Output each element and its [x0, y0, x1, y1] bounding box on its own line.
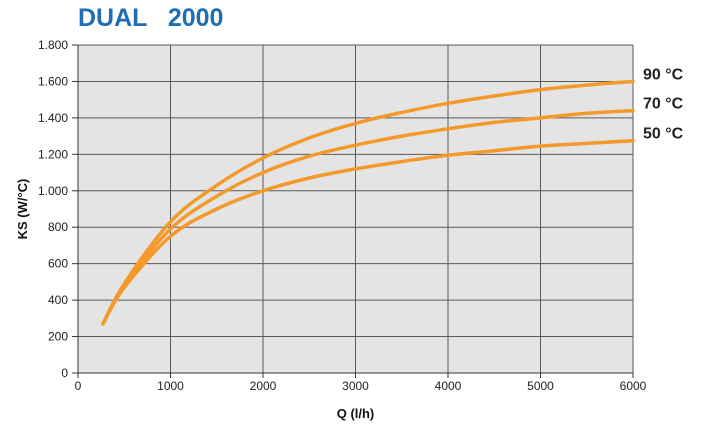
series-line-2	[101, 138, 635, 326]
chart-title: DUAL 2000	[78, 4, 224, 32]
y-tick-label: 1.200	[38, 147, 68, 161]
series-label-1: 70 °C	[643, 96, 684, 113]
x-tick-label: 6000	[620, 379, 647, 393]
y-tick-label: 600	[48, 257, 68, 271]
x-tick-label: 0	[75, 379, 82, 393]
x-tick-label: 2000	[250, 379, 277, 393]
y-tick-label: 800	[48, 220, 68, 234]
y-tick-label: 1.000	[38, 184, 68, 198]
y-tick-label: 1.800	[38, 38, 68, 52]
y-tick-label: 200	[48, 330, 68, 344]
y-axis-label: KS (W/°C)	[15, 179, 30, 240]
x-tick-label: 3000	[342, 379, 369, 393]
y-tick-label: 1.600	[38, 74, 68, 88]
y-tick-label: 0	[61, 366, 68, 380]
series-line-0	[101, 79, 635, 326]
series-line-1	[101, 108, 635, 326]
tick-labels: 0 1000 2000 3000 4000 5000 6000 0 200 400 600 800 1.…	[38, 38, 647, 393]
x-tick-label: 1000	[157, 379, 184, 393]
series-lines	[101, 79, 635, 326]
vertical-gridlines	[170, 45, 634, 373]
series-labels: 90 °C 70 °C 50 °C	[643, 66, 684, 142]
series-label-2: 50 °C	[643, 126, 684, 143]
x-axis-label: Q (l/h)	[337, 406, 375, 421]
x-tick-label: 4000	[435, 379, 462, 393]
tick-marks	[72, 44, 634, 378]
y-tick-label: 1.400	[38, 111, 68, 125]
series-label-0: 90 °C	[643, 66, 684, 83]
x-tick-label: 5000	[527, 379, 554, 393]
y-tick-label: 400	[48, 293, 68, 307]
